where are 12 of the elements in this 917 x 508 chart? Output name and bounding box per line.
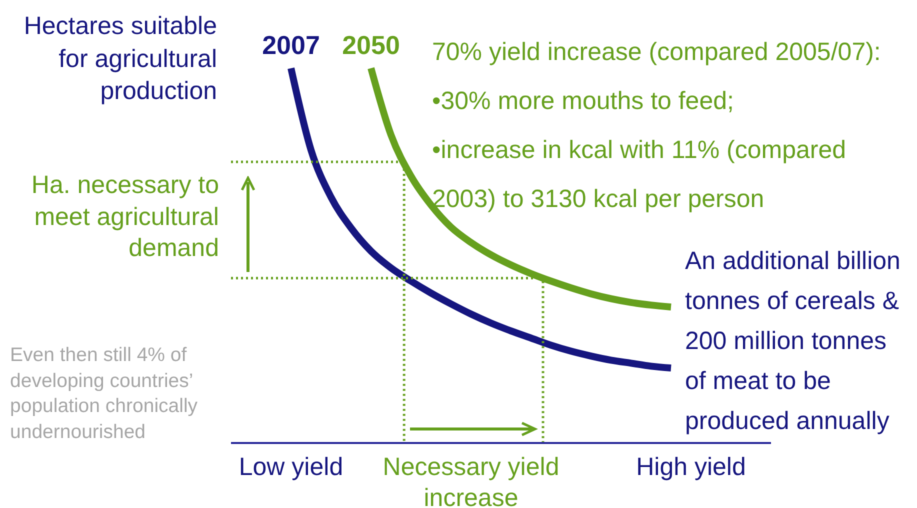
series-label: 2007 xyxy=(262,30,320,60)
y-axis-title: Hectares suitable for agricultural production xyxy=(24,12,217,105)
text: Even then still 4% of developing countries’ population chronically undernourished xyxy=(10,344,198,442)
text: 70% yield increase (compared 2005/07): xyxy=(432,38,881,66)
annotation: •30% more mouths to feed; xyxy=(432,87,734,115)
x-tick-label: Low yield xyxy=(238,453,344,481)
x-tick-label: Necessary yield increase xyxy=(382,453,560,508)
annotation: An additional billion tonnes of cereals & 200 million tonnes of meat to be produced annually xyxy=(685,247,900,435)
series-label: 2050 xyxy=(342,30,400,60)
x-tick-label: High yield xyxy=(636,453,746,481)
annotation: •increase in kcal with 11% (compared 2003) to 3130 kcal per person xyxy=(432,136,846,213)
text: Ha. necessary to meet agricultural demand xyxy=(31,171,219,262)
